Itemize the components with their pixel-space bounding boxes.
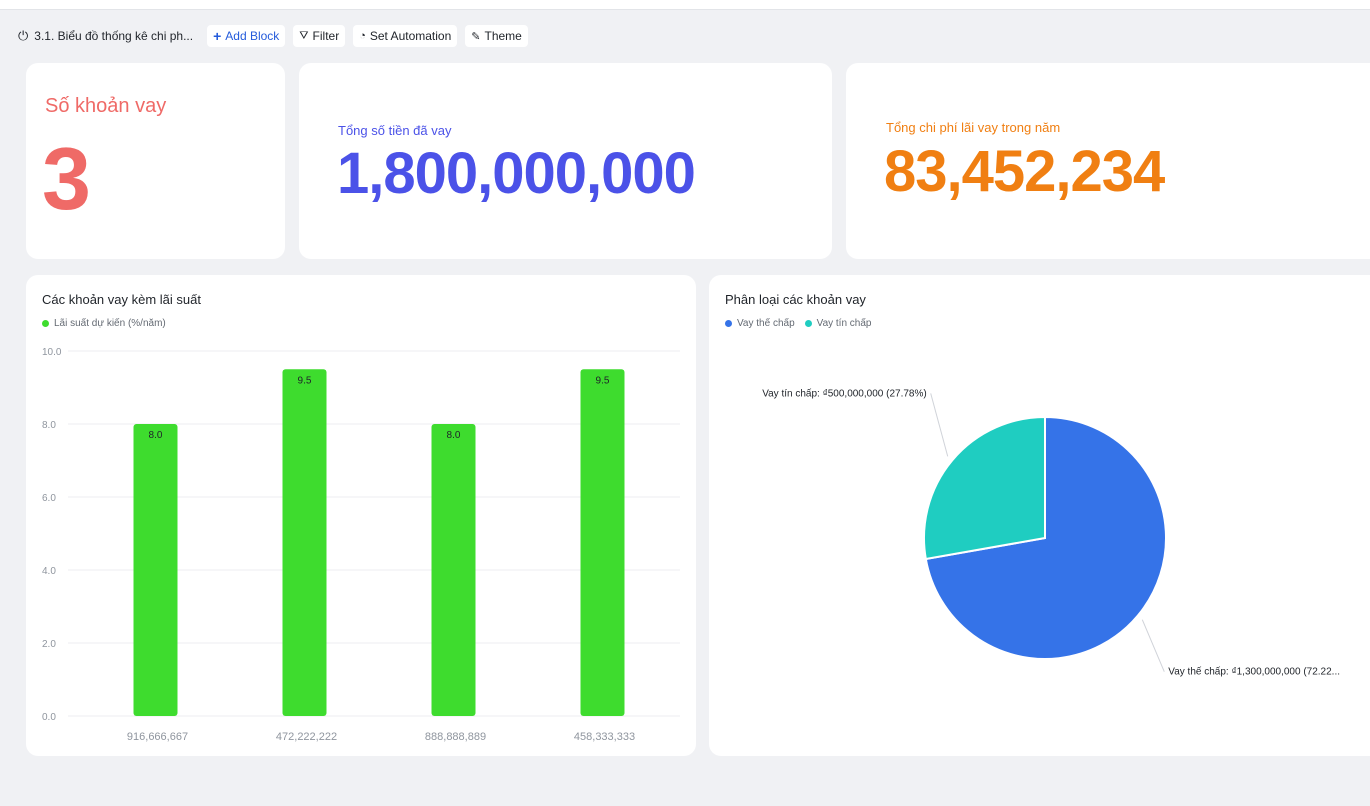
pie-slice (923, 415, 1046, 561)
bar (133, 424, 178, 716)
y-tick-label: 2.0 (42, 639, 56, 650)
set-automation-label: Set Automation (369, 29, 452, 43)
x-tick-label: 888,888,889 (425, 731, 486, 743)
dashboard-title[interactable]: ⏻ 3.1. Biểu đồ thống kê chi ph... (12, 24, 199, 48)
automation-icon: ◔ (359, 30, 366, 42)
legend-dot (804, 320, 812, 327)
top-strip (0, 0, 1370, 10)
interest-cost-card[interactable]: Tổng chi phí lãi vay trong năm 83,452,23… (846, 63, 1370, 259)
total-borrowed-value: 1,800,000,000 (337, 141, 696, 206)
bar-data-label: 9.5 (298, 375, 312, 386)
pie-leader-line (1141, 619, 1165, 672)
y-tick-label: 10.0 (42, 347, 62, 358)
filter-icon: ⛛ (299, 29, 309, 42)
loan-count-value: 3 (42, 129, 91, 228)
interest-cost-value: 83,452,234 (884, 139, 1165, 204)
pie-slice-label: Vay thế chấp: ₫1,300,000,000 (72.22... (1168, 666, 1340, 678)
loan-count-card[interactable]: Số khoản vay 3 (26, 63, 285, 259)
add-block-label: Add Block (225, 29, 280, 43)
total-borrowed-card[interactable]: Tổng số tiền đã vay 1,800,000,000 (299, 63, 832, 259)
bar (580, 369, 625, 716)
dashboard-title-text: 3.1. Biểu đồ thống kê chi ph... (34, 29, 194, 43)
filter-label: Filter (312, 29, 340, 43)
theme-label: Theme (484, 29, 522, 43)
filter-button[interactable]: ⛛ Filter (293, 25, 346, 47)
bar-chart-title: Các khoản vay kèm lãi suất (42, 292, 201, 307)
palette-icon: ✎ (471, 30, 481, 43)
y-tick-label: 6.0 (42, 493, 56, 504)
plus-icon: + (213, 28, 222, 44)
add-block-button[interactable]: + Add Block (207, 25, 286, 47)
loan-count-label: Số khoản vay (45, 95, 167, 117)
history-icon: ⏻ (18, 28, 29, 43)
legend-item-mortgage[interactable]: Vay thế chấp (725, 318, 795, 329)
x-tick-label: 472,222,222 (276, 731, 337, 743)
legend-label: Vay tín chấp (816, 318, 872, 329)
legend-item-unsecured[interactable]: Vay tín chấp (804, 318, 872, 329)
bar (431, 424, 476, 716)
bar (282, 369, 327, 716)
bar-chart: 0.0 2.0 4.0 6.0 8.0 10.0 8.0 916,666,667 9.5 472,… (42, 347, 680, 743)
bar-data-label: 9.5 (596, 375, 610, 386)
legend-dot (725, 320, 732, 327)
bar-chart-card[interactable]: Các khoản vay kèm lãi suất Lãi suất dự k… (26, 275, 696, 756)
legend-label: Lãi suất dự kiến (%/năm) (54, 318, 166, 329)
total-borrowed-label: Tổng số tiền đã vay (338, 123, 452, 138)
bar-chart-legend: Lãi suất dự kiến (%/năm) (42, 318, 166, 329)
bar-data-label: 8.0 (149, 430, 163, 441)
pie-leader-line (930, 393, 949, 457)
set-automation-button[interactable]: ◔ Set Automation (353, 25, 458, 47)
x-tick-label: 458,333,333 (574, 731, 635, 743)
pie-chart-legend: Vay thế chấp Vay tín chấp (725, 318, 872, 329)
bar-data-label: 8.0 (447, 430, 461, 441)
pie-chart-title: Phân loại các khoản vay (725, 292, 866, 307)
interest-cost-label: Tổng chi phí lãi vay trong năm (886, 120, 1061, 135)
dashboard-toolbar: ⏻ 3.1. Biểu đồ thống kê chi ph... + Add … (12, 24, 528, 48)
legend-item[interactable]: Lãi suất dự kiến (%/năm) (42, 318, 166, 329)
legend-label: Vay thế chấp (737, 318, 795, 329)
pie-chart-card[interactable]: Phân loại các khoản vay Vay thế chấp Vay… (709, 275, 1370, 756)
x-tick-label: 916,666,667 (127, 731, 188, 743)
legend-dot (42, 320, 49, 327)
pie-slice-label: Vay tín chấp: ₫500,000,000 (27.78%) (762, 387, 927, 399)
y-tick-label: 0.0 (42, 712, 56, 723)
y-tick-label: 8.0 (42, 420, 56, 431)
theme-button[interactable]: ✎ Theme (465, 25, 528, 47)
y-tick-label: 4.0 (42, 566, 56, 577)
pie-chart: Vay thế chấp: ₫1,300,000,000 (72.22... Va… (762, 387, 1340, 678)
